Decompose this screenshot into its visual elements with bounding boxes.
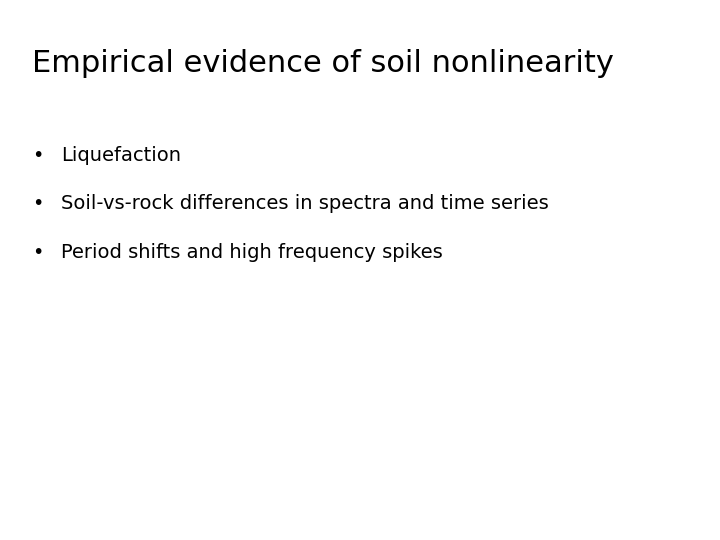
Text: Soil-vs-rock differences in spectra and time series: Soil-vs-rock differences in spectra and … xyxy=(61,194,549,213)
Text: •: • xyxy=(32,146,44,165)
Text: •: • xyxy=(32,243,44,262)
Text: Liquefaction: Liquefaction xyxy=(61,146,181,165)
Text: •: • xyxy=(32,194,44,213)
Text: Empirical evidence of soil nonlinearity: Empirical evidence of soil nonlinearity xyxy=(32,49,614,78)
Text: Period shifts and high frequency spikes: Period shifts and high frequency spikes xyxy=(61,243,443,262)
